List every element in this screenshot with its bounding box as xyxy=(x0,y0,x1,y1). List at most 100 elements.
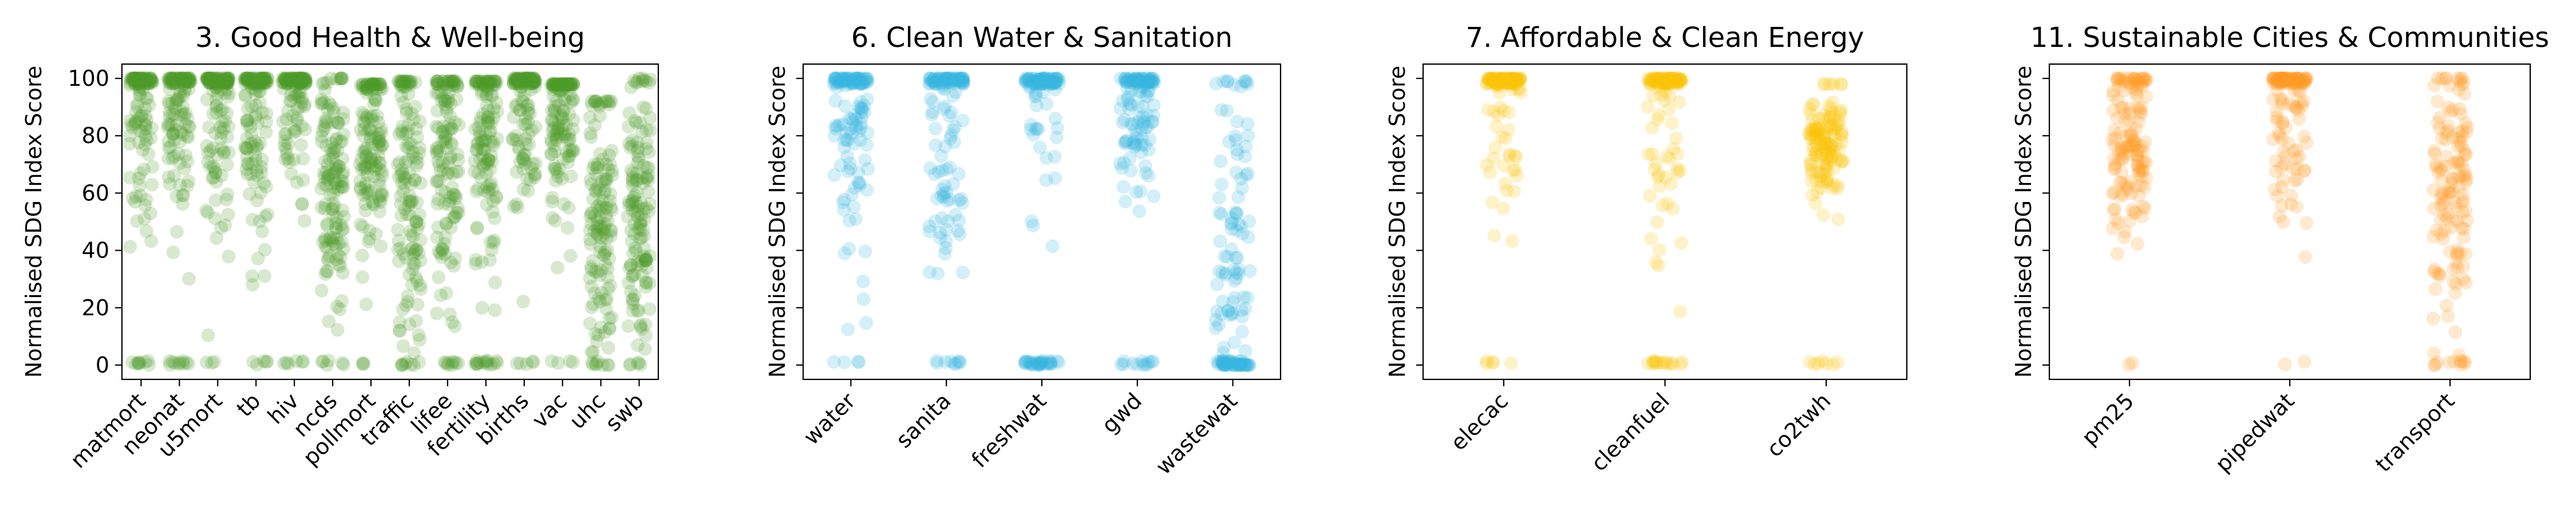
data-point xyxy=(1037,72,1051,85)
data-point xyxy=(246,72,260,85)
data-point xyxy=(594,200,609,214)
data-point xyxy=(337,127,351,141)
data-point xyxy=(284,94,298,108)
data-point xyxy=(1048,150,1062,164)
data-point xyxy=(854,77,868,90)
data-point xyxy=(294,72,308,85)
data-point xyxy=(951,73,966,88)
data-point xyxy=(169,123,183,137)
data-point xyxy=(942,72,956,85)
data-point xyxy=(321,157,335,172)
data-point xyxy=(364,152,378,166)
data-point xyxy=(1240,167,1255,181)
data-point xyxy=(394,74,408,89)
data-point xyxy=(523,173,538,187)
data-point xyxy=(240,131,254,145)
data-point xyxy=(368,77,382,92)
data-point xyxy=(1224,222,1239,236)
data-point xyxy=(480,113,495,128)
data-point xyxy=(145,74,159,89)
data-point xyxy=(289,74,303,88)
data-point xyxy=(433,246,448,260)
data-point xyxy=(510,133,524,147)
data-point xyxy=(1032,356,1046,371)
data-point xyxy=(1131,115,1145,129)
data-point xyxy=(413,176,428,190)
data-point xyxy=(2273,92,2287,106)
data-point xyxy=(2300,136,2314,150)
data-point xyxy=(469,74,483,89)
data-point xyxy=(1026,72,1040,85)
data-point xyxy=(520,72,534,86)
data-point xyxy=(250,163,264,177)
data-point xyxy=(399,251,413,265)
data-point xyxy=(276,75,290,89)
data-point xyxy=(165,72,180,85)
data-point xyxy=(318,83,332,97)
data-point xyxy=(240,72,255,85)
data-point xyxy=(280,77,294,91)
data-point xyxy=(140,133,154,147)
data-point xyxy=(444,220,458,235)
data-point xyxy=(260,207,275,221)
data-point xyxy=(319,179,334,193)
data-point xyxy=(471,181,485,196)
data-point xyxy=(220,76,235,90)
data-point xyxy=(1143,74,1157,88)
data-point xyxy=(171,147,185,161)
data-point xyxy=(284,72,298,85)
data-point xyxy=(330,210,344,224)
data-point xyxy=(353,122,368,137)
data-point xyxy=(1136,117,1151,131)
data-point xyxy=(1018,75,1033,89)
data-point xyxy=(276,82,291,96)
data-point xyxy=(510,72,524,86)
data-point xyxy=(605,310,619,324)
data-point xyxy=(132,355,146,370)
data-point xyxy=(2135,209,2149,223)
x-tick-label: vac xyxy=(527,388,572,433)
data-point xyxy=(630,165,644,180)
data-point xyxy=(926,74,940,88)
data-point xyxy=(133,72,147,85)
data-point xyxy=(165,96,179,110)
data-point xyxy=(528,170,542,184)
data-point xyxy=(2458,356,2472,370)
data-point xyxy=(1129,128,1144,142)
data-point xyxy=(840,149,855,164)
data-point xyxy=(442,117,457,132)
data-point xyxy=(1228,205,1242,219)
data-point xyxy=(258,243,272,257)
data-point xyxy=(544,104,559,118)
data-point xyxy=(585,98,599,112)
data-point xyxy=(939,76,954,90)
data-point xyxy=(597,172,611,187)
data-point xyxy=(401,125,415,139)
data-point xyxy=(445,358,459,372)
data-point xyxy=(598,226,612,240)
data-point xyxy=(322,314,336,328)
data-point xyxy=(450,77,464,91)
data-point xyxy=(1235,324,1249,339)
data-point xyxy=(208,76,222,90)
data-point xyxy=(138,117,152,132)
data-point xyxy=(943,160,957,175)
data-point xyxy=(440,74,455,89)
data-point xyxy=(220,74,234,88)
data-point xyxy=(240,113,255,128)
data-point xyxy=(430,173,444,188)
data-point xyxy=(521,126,536,141)
data-point xyxy=(208,80,223,94)
data-point xyxy=(952,354,966,369)
data-point xyxy=(287,90,301,104)
data-point xyxy=(593,146,607,161)
data-point xyxy=(373,141,387,155)
data-point xyxy=(527,72,542,86)
data-point xyxy=(446,211,460,225)
data-point xyxy=(622,197,636,212)
data-point xyxy=(1021,72,1036,86)
data-point xyxy=(513,155,527,169)
data-point xyxy=(544,133,558,147)
data-point xyxy=(1140,108,1154,122)
